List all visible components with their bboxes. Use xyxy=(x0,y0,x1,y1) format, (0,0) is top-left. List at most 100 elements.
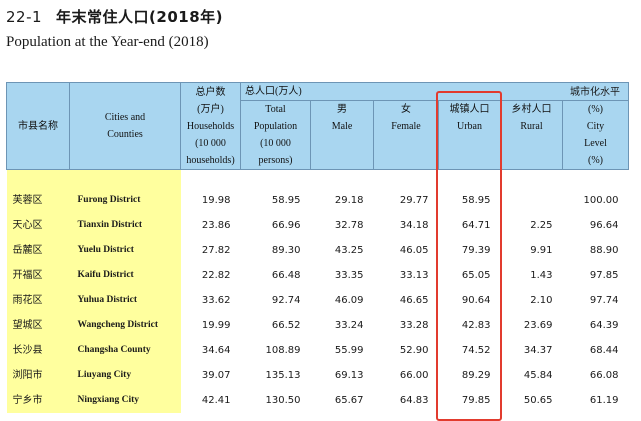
table-row: 长沙县 Changsha County 34.64 108.89 55.99 52.90 7… xyxy=(6,338,629,363)
population-table: 市县名称 Cities and Counties 总户数 (万户) Househ… xyxy=(6,82,629,413)
header-male: 男 Male xyxy=(310,100,374,170)
urbanization-top-label: 城市化水平 xyxy=(570,87,620,98)
cell-female: 52.90 xyxy=(399,345,429,356)
cell-rural: 34.37 xyxy=(523,345,553,356)
header-line: persons) xyxy=(258,155,293,166)
header-county-zh: 市县名称 xyxy=(6,82,70,170)
cell-total: 58.95 xyxy=(271,195,301,206)
county-name-en: Yuelu District xyxy=(69,238,181,263)
header-line: City xyxy=(586,121,605,132)
header-line: Population xyxy=(253,121,298,132)
header-line: (万户) xyxy=(197,103,224,115)
cell-rural: 45.84 xyxy=(523,370,553,381)
header-line: (10 000 xyxy=(260,138,291,149)
cell-urban: 90.64 xyxy=(461,295,491,306)
header-households: 总户数 (万户) Households (10 000 households) xyxy=(180,82,241,170)
header-line: (%) xyxy=(588,104,603,115)
cell-total: 92.74 xyxy=(271,295,301,306)
cell-households: 22.82 xyxy=(201,270,231,281)
header-line: Rural xyxy=(520,121,543,132)
header-line: 乡村人口 xyxy=(511,104,552,115)
table-row: 开福区 Kaifu District 22.82 66.48 33.35 33.13 65.… xyxy=(6,263,629,288)
header-line: 男 xyxy=(337,104,347,115)
cell-male: 43.25 xyxy=(334,245,364,256)
cell-rural xyxy=(501,188,563,213)
cell-rural: 1.43 xyxy=(530,270,553,281)
header-line: Total xyxy=(265,104,286,115)
cell-households: 34.64 xyxy=(201,345,231,356)
header-line: Households xyxy=(186,120,235,132)
cell-female: 29.77 xyxy=(399,195,429,206)
cell-households: 19.98 xyxy=(201,195,231,206)
header-county-en-line: Counties xyxy=(107,129,143,140)
cell-urban: 65.05 xyxy=(461,270,491,281)
county-name-zh: 天心区 xyxy=(6,213,70,238)
cell-total: 108.89 xyxy=(265,345,301,356)
cell-female: 33.28 xyxy=(399,320,429,331)
cell-female: 46.05 xyxy=(399,245,429,256)
cell-rural: 23.69 xyxy=(523,320,553,331)
cell-total: 130.50 xyxy=(265,395,301,406)
header-line: 城镇人口 xyxy=(449,104,490,115)
header-rural: 乡村人口 Rural xyxy=(500,100,563,170)
cell-total: 66.96 xyxy=(271,220,301,231)
table-row: 雨花区 Yuhua District 33.62 92.74 46.09 46.65 90.… xyxy=(6,288,629,313)
county-name-zh: 芙蓉区 xyxy=(6,188,70,213)
cell-male: 69.13 xyxy=(334,370,364,381)
county-name-zh: 望城区 xyxy=(6,313,70,338)
cell-households: 33.62 xyxy=(201,295,231,306)
cell-households: 39.07 xyxy=(201,370,231,381)
county-name-zh: 雨花区 xyxy=(6,288,70,313)
table-row: 芙蓉区 Furong District 19.98 58.95 29.18 29.77 58… xyxy=(6,188,629,213)
cell-rural: 50.65 xyxy=(523,395,553,406)
header-line: Male xyxy=(331,121,353,132)
cell-female: 66.00 xyxy=(399,370,429,381)
cell-total: 66.48 xyxy=(271,270,301,281)
cell-households: 42.41 xyxy=(201,395,231,406)
header-line: (%) xyxy=(588,155,603,166)
county-name-en: Liuyang City xyxy=(69,363,181,388)
cell-total: 66.52 xyxy=(271,320,301,331)
cell-male: 46.09 xyxy=(334,295,364,306)
cell-households: 27.82 xyxy=(201,245,231,256)
table-row: 望城区 Wangcheng District 19.99 66.52 33.24 33.2… xyxy=(6,313,629,338)
county-name-en: Furong District xyxy=(69,188,181,213)
table-row: 宁乡市 Ningxiang City 42.41 130.50 65.67 64.83 79… xyxy=(6,388,629,413)
cell-female: 64.83 xyxy=(399,395,429,406)
cell-level: 68.44 xyxy=(589,345,619,356)
cell-male: 32.78 xyxy=(334,220,364,231)
cell-male: 33.24 xyxy=(334,320,364,331)
header-county-en: Cities and Counties xyxy=(69,82,181,170)
page-title-en: Population at the Year-end (2018) xyxy=(6,34,209,50)
cell-urban: 79.85 xyxy=(461,395,491,406)
cell-urban: 58.95 xyxy=(461,195,491,206)
county-name-en: Tianxin District xyxy=(69,213,181,238)
page-title-zh: 22-1 年末常住人口(2018年) xyxy=(6,6,223,27)
county-name-en: Kaifu District xyxy=(69,263,181,288)
cell-urban: 79.39 xyxy=(461,245,491,256)
cell-rural: 2.25 xyxy=(530,220,553,231)
cell-rural: 9.91 xyxy=(530,245,553,256)
header-urbanization: (%) City Level (%) xyxy=(562,100,629,170)
cell-male: 29.18 xyxy=(334,195,364,206)
cell-level: 61.19 xyxy=(589,395,619,406)
county-name-zh: 岳麓区 xyxy=(6,238,70,263)
table-number: 22-1 xyxy=(6,8,43,26)
header-female: 女 Female xyxy=(373,100,439,170)
header-line: (10 000 xyxy=(195,137,226,149)
cell-total: 89.30 xyxy=(271,245,301,256)
cell-urban: 42.83 xyxy=(461,320,491,331)
county-name-zh: 开福区 xyxy=(6,263,70,288)
cell-rural: 2.10 xyxy=(530,295,553,306)
spacer-row xyxy=(6,169,629,188)
cell-level: 66.08 xyxy=(589,370,619,381)
title-zh-text: 年末常住人口(2018年) xyxy=(56,8,224,26)
cell-male: 33.35 xyxy=(334,270,364,281)
header-line: Level xyxy=(584,138,607,149)
cell-level: 64.39 xyxy=(589,320,619,331)
cell-female: 46.65 xyxy=(399,295,429,306)
header-county-en-line: Cities and xyxy=(104,112,146,123)
cell-male: 55.99 xyxy=(334,345,364,356)
cell-male: 65.67 xyxy=(334,395,364,406)
county-name-en: Wangcheng District xyxy=(69,313,181,338)
